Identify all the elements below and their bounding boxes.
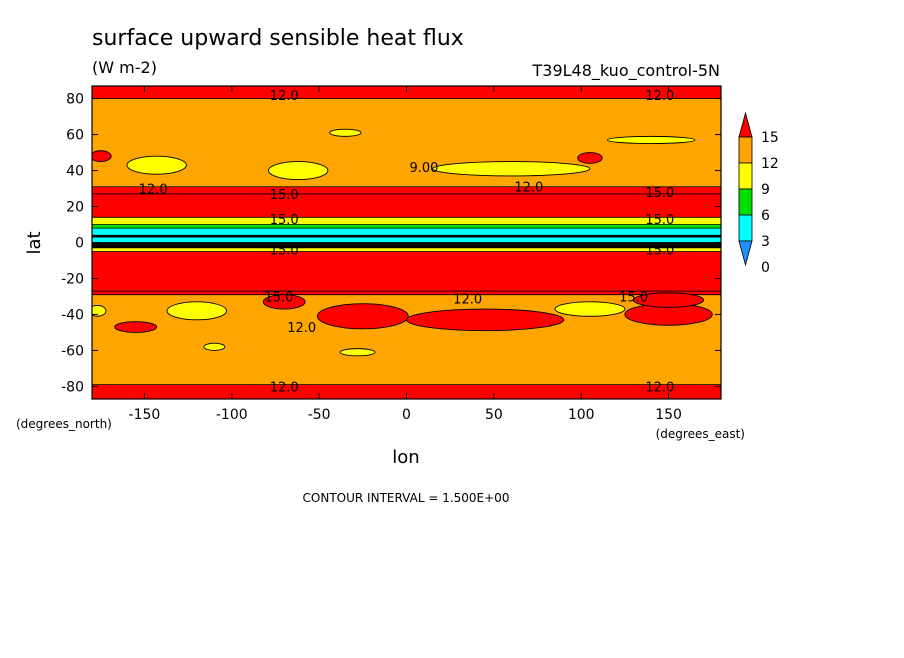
chart-title: surface upward sensible heat flux xyxy=(92,26,464,51)
zonal-band xyxy=(92,242,721,248)
colorbar-extend-bottom xyxy=(738,240,753,267)
y-tick-label: 80 xyxy=(66,92,84,108)
contour-label: 12.0 xyxy=(270,380,299,395)
zonal-band xyxy=(92,193,721,218)
contour-patch xyxy=(92,150,112,163)
contour-patch xyxy=(114,321,158,333)
colorbar-label: 6 xyxy=(761,208,770,224)
contour-patch xyxy=(316,303,409,330)
y-tick-label: -60 xyxy=(61,343,84,359)
colorbar-box xyxy=(738,188,753,216)
zonal-band xyxy=(92,217,721,225)
zonal-band xyxy=(92,228,721,236)
zonal-band xyxy=(92,237,721,243)
contour-label: 15.0 xyxy=(270,188,299,203)
contour-label: 12.0 xyxy=(139,183,168,198)
colorbar-label: 0 xyxy=(761,260,770,276)
x-tick-label: 150 xyxy=(655,407,682,423)
contour-patch xyxy=(633,292,704,308)
x-tick-label: 100 xyxy=(568,407,595,423)
contour-interval-text: CONTOUR INTERVAL = 1.500E+00 xyxy=(303,491,510,505)
zonal-band xyxy=(92,291,721,295)
zonal-band xyxy=(92,224,721,229)
contour-label: 15.0 xyxy=(270,213,299,228)
y-tick-label: 60 xyxy=(66,128,84,144)
x-tick-label: 50 xyxy=(485,407,503,423)
contour-label: 12.0 xyxy=(270,89,299,104)
x-tick-label: -100 xyxy=(216,407,248,423)
y-tick-label: 0 xyxy=(75,236,84,252)
contour-patch xyxy=(432,161,591,177)
zonal-bands xyxy=(92,86,721,399)
zonal-band xyxy=(92,186,721,194)
zonal-band xyxy=(92,251,721,292)
contour-patch xyxy=(339,348,376,357)
y-tick-label: -80 xyxy=(61,379,84,395)
colorbar-label: 3 xyxy=(761,234,770,250)
contour-labels: 12.0 12.0 9.00 12.0 12.0 15.0 15.0 15.0 15.0 15.0… xyxy=(139,89,675,395)
contour-patch xyxy=(262,294,306,310)
zonal-band xyxy=(92,247,721,252)
colorbar-label: 12 xyxy=(761,156,779,172)
units-label: (W m-2) xyxy=(92,58,157,77)
y-units-label: (degrees_north) xyxy=(16,417,112,431)
contour-label: 12.0 xyxy=(514,181,543,196)
contour-patch xyxy=(92,305,107,317)
contour-patch xyxy=(606,135,696,145)
contour-patch xyxy=(126,155,187,175)
y-tick-label: 40 xyxy=(66,164,84,180)
contour-label: 15.0 xyxy=(264,290,293,305)
contour-patch xyxy=(166,301,227,321)
y-axis-label: lat xyxy=(24,231,45,254)
x-tick-label: -50 xyxy=(308,407,331,423)
colorbar: 15 12 9 6 3 0 xyxy=(738,111,779,276)
contour-label: 12.0 xyxy=(645,380,674,395)
contour-label: 9.00 xyxy=(409,161,438,176)
contour-label: 15.0 xyxy=(619,290,648,305)
contour-patch xyxy=(203,342,226,351)
zonal-band xyxy=(92,384,721,399)
run-label: T39L48_kuo_control-5N xyxy=(532,61,721,81)
contour-label: 12.0 xyxy=(287,321,316,336)
colorbar-label: 15 xyxy=(761,130,779,146)
colorbar-box xyxy=(738,214,753,242)
y-tick-label: -20 xyxy=(61,271,84,287)
x-axis-label: lon xyxy=(392,447,419,468)
zonal-band xyxy=(92,235,721,238)
plot-area: 12.0 12.0 9.00 12.0 12.0 15.0 15.0 15.0 15.0 15.0… xyxy=(92,86,721,399)
contour-patch xyxy=(268,161,329,180)
y-tick-label: 20 xyxy=(66,200,84,216)
contour-patch xyxy=(577,152,603,164)
contour-label: 12.0 xyxy=(453,292,482,307)
contour-patch xyxy=(554,301,626,317)
contour-label: 15.0 xyxy=(645,186,674,201)
contour-label: 12.0 xyxy=(645,89,674,104)
contour-patches xyxy=(92,128,713,357)
colorbar-extend-top xyxy=(738,111,753,138)
colorbar-label: 9 xyxy=(761,182,770,198)
x-tick-label: 0 xyxy=(402,407,411,423)
zonal-band xyxy=(92,86,721,99)
contour-patch xyxy=(329,128,362,137)
y-axis-ticks: 80 60 40 20 0 -20 -40 -60 -80 xyxy=(61,92,721,395)
contour-patch xyxy=(406,308,565,332)
colorbar-box xyxy=(738,162,753,190)
y-tick-label: -40 xyxy=(61,307,84,323)
colorbar-box xyxy=(738,136,753,164)
x-tick-label: -150 xyxy=(129,407,161,423)
contour-label: 15.0 xyxy=(645,244,674,259)
x-units-label: (degrees_east) xyxy=(656,427,745,441)
contour-label: 15.0 xyxy=(645,213,674,228)
contour-label: 15.0 xyxy=(270,244,299,259)
x-axis-ticks: -150 -100 -50 0 50 100 150 xyxy=(129,86,682,423)
